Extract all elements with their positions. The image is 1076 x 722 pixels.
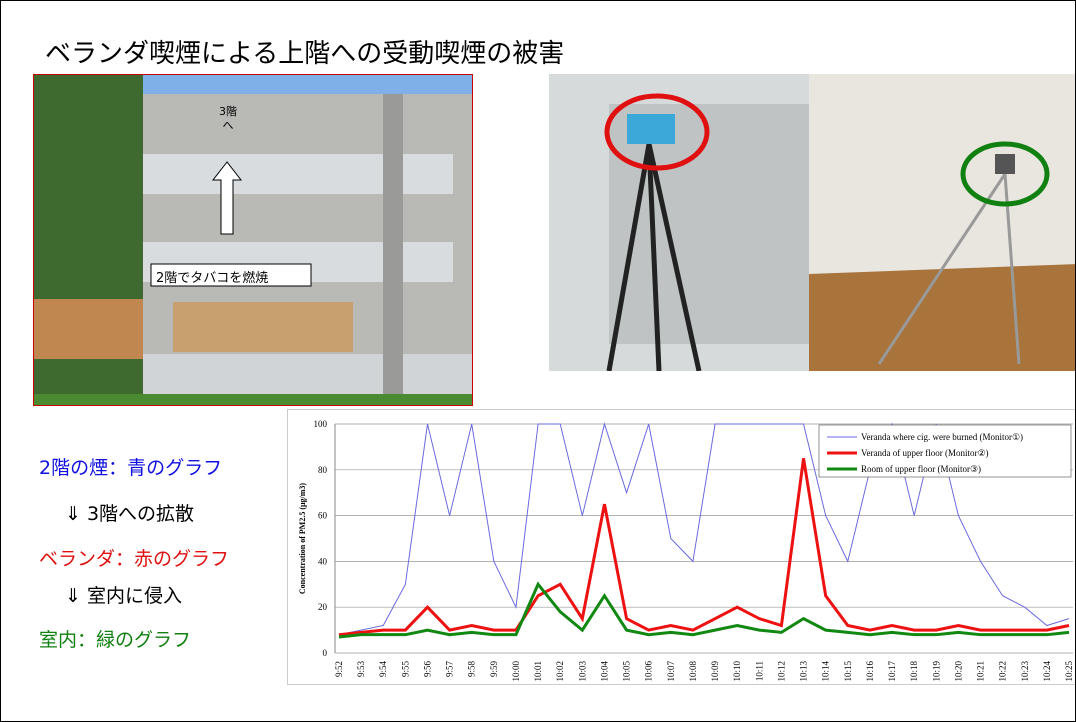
y-tick-label: 0 — [323, 648, 328, 658]
photo-monitors — [549, 74, 1075, 371]
note: ⇓ 室内に侵入 — [65, 585, 182, 607]
x-tick-label: 9:57 — [445, 661, 455, 678]
note: 室内：緑のグラフ — [39, 629, 192, 651]
x-tick-label: 10:24 — [1042, 661, 1052, 682]
x-tick-label: 10:23 — [1020, 661, 1030, 682]
legend-label: Veranda where cig. were burned (Monitor①… — [861, 432, 1023, 442]
note: 2階の煙：青のグラフ — [39, 457, 223, 479]
x-tick-label: 10:10 — [732, 661, 742, 682]
legend-label: Room of upper floor (Monitor③) — [861, 464, 981, 474]
legend-label: Veranda of upper floor (Monitor②) — [861, 448, 989, 458]
note: ⇓ 3階への拡散 — [65, 503, 195, 525]
x-tick-label: 10:16 — [865, 661, 875, 682]
x-tick-label: 10:04 — [599, 661, 609, 682]
y-tick-label: 20 — [318, 602, 328, 612]
x-tick-label: 9:53 — [356, 661, 366, 678]
x-tick-label: 9:52 — [334, 661, 344, 677]
x-tick-label: 10:07 — [666, 661, 676, 682]
x-tick-label: 9:54 — [378, 661, 388, 678]
series-line — [338, 458, 1070, 637]
y-tick-label: 80 — [318, 465, 328, 475]
x-tick-label: 10:14 — [821, 661, 831, 682]
x-tick-label: 10:21 — [976, 661, 986, 682]
legend — [818, 424, 1072, 478]
x-tick-label: 10:08 — [688, 661, 698, 682]
slide-title: ベランダ喫煙による上階への受動喫煙の被害 — [45, 39, 565, 69]
x-tick-label: 10:00 — [511, 661, 521, 682]
y-tick-label: 40 — [318, 556, 328, 566]
photo-building — [33, 74, 473, 406]
x-tick-label: 10:12 — [776, 661, 786, 682]
x-tick-label: 10:22 — [998, 661, 1008, 682]
x-tick-label: 10:01 — [533, 661, 543, 682]
x-tick-label: 9:55 — [400, 661, 410, 678]
x-tick-label: 9:56 — [422, 661, 432, 678]
x-tick-label: 10:05 — [622, 661, 632, 682]
x-tick-label: 9:59 — [489, 661, 499, 678]
y-tick-label: 60 — [318, 511, 328, 521]
chart: 0 20 40 60 80 100 Concentration of PM2.5 (μg/m… — [287, 409, 1075, 685]
x-tick-label: 10:02 — [555, 661, 565, 682]
x-tick-label: 10:09 — [710, 661, 720, 682]
x-tick-label: 10:15 — [843, 661, 853, 682]
x-tick-label: 10:19 — [931, 661, 941, 682]
x-tick-label: 9:58 — [467, 661, 477, 678]
y-axis-label: Concentration of PM2.5 (μg/m3) — [298, 483, 307, 595]
series-line — [338, 581, 1070, 639]
x-tick-label: 10:03 — [577, 661, 587, 682]
x-tick-label: 10:25 — [1064, 661, 1074, 682]
x-tick-label: 10:17 — [887, 661, 897, 682]
x-tick-label: 10:13 — [799, 661, 809, 682]
note: ベランダ：赤のグラフ — [39, 548, 230, 570]
x-tick-label: 10:06 — [644, 661, 654, 682]
y-tick-label: 100 — [314, 419, 328, 429]
x-tick-label: 10:18 — [909, 661, 919, 682]
box-label: 2階でタバコを燃焼 — [156, 271, 269, 286]
arrow-label: 3階へ — [219, 105, 237, 132]
x-tick-label: 10:11 — [754, 661, 764, 681]
x-tick-label: 10:20 — [953, 661, 963, 682]
